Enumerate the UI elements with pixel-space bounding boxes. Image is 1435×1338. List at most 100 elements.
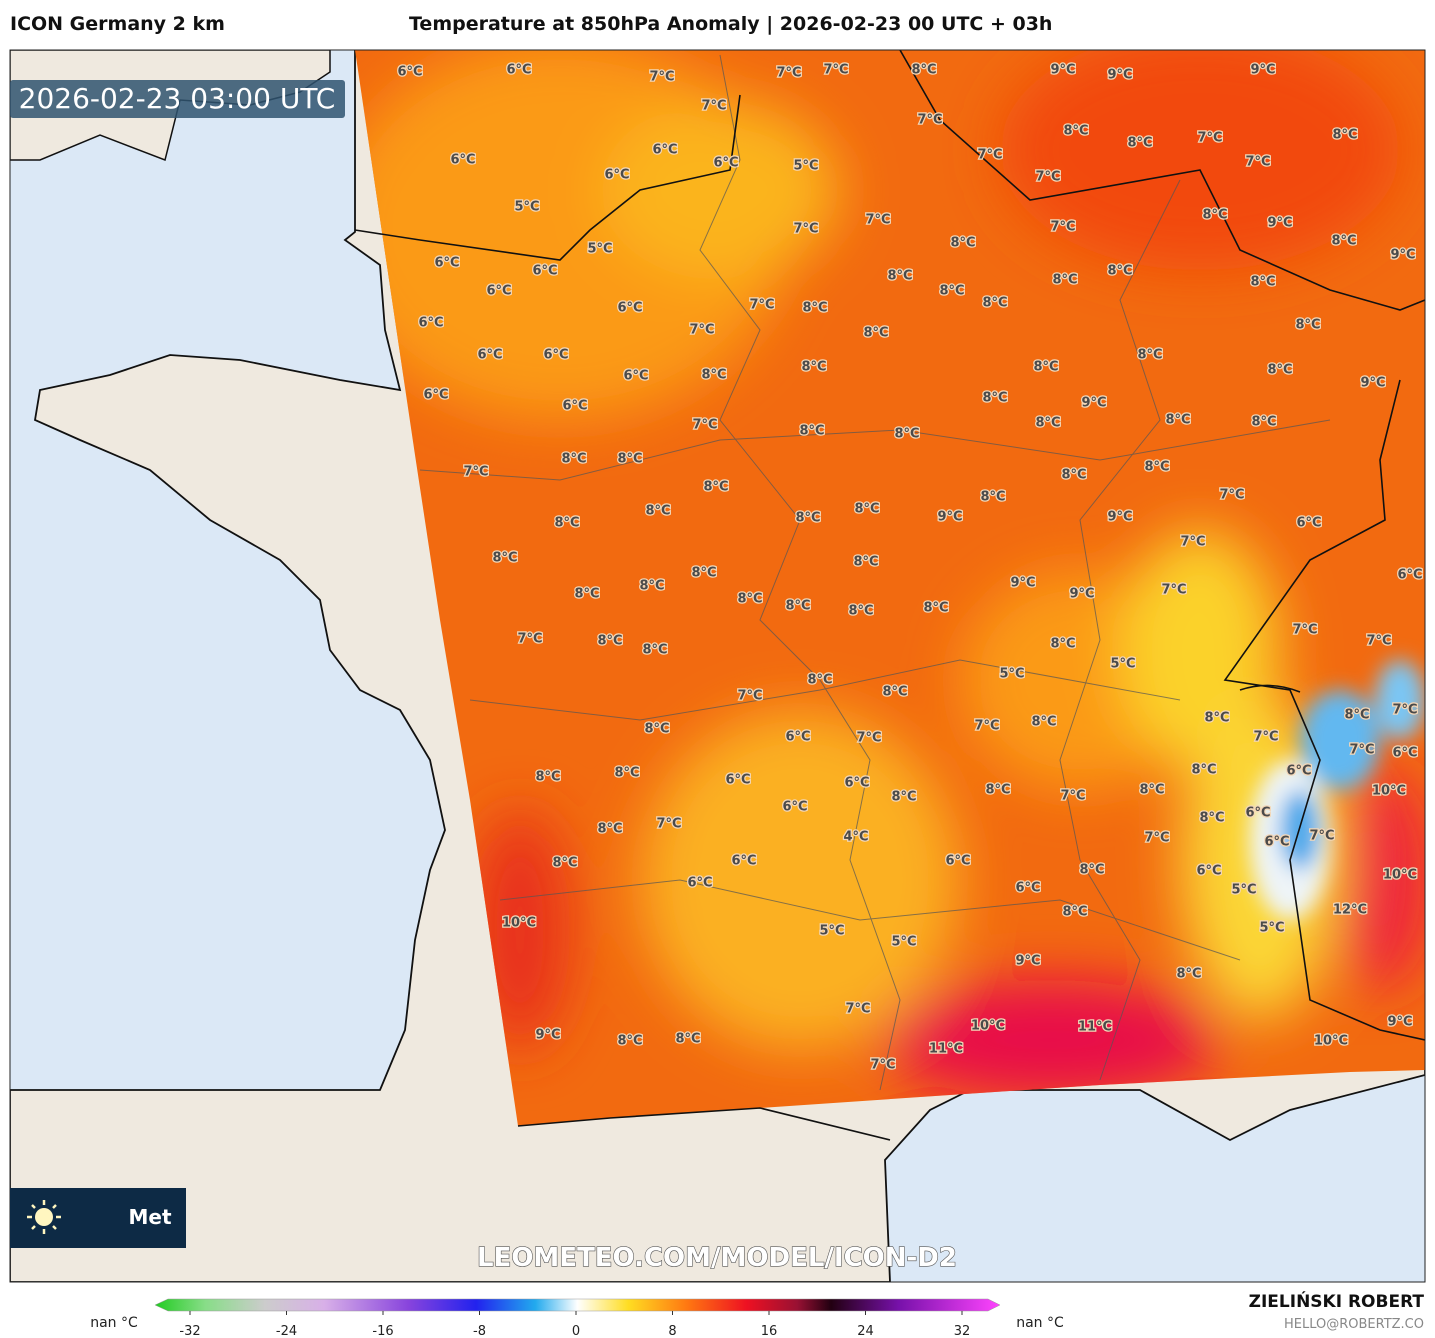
contour-label: 8°C bbox=[887, 269, 912, 284]
contour-label: 7°C bbox=[1197, 131, 1222, 146]
contour-label: 7°C bbox=[1309, 829, 1334, 844]
contour-label: 8°C bbox=[597, 634, 622, 649]
colorbar-tick-label: -32 bbox=[179, 1324, 200, 1338]
contour-label: 5°C bbox=[1259, 921, 1284, 936]
colorbar-tick-label: -16 bbox=[372, 1324, 393, 1338]
contour-label: 8°C bbox=[1191, 763, 1216, 778]
contour-label: 8°C bbox=[802, 301, 827, 316]
contour-label: 8°C bbox=[639, 579, 664, 594]
contour-label: 8°C bbox=[1331, 234, 1356, 249]
contour-label: 7°C bbox=[517, 632, 542, 647]
contour-label: 8°C bbox=[848, 604, 873, 619]
contour-label: 6°C bbox=[731, 854, 756, 869]
contour-label: 8°C bbox=[1199, 811, 1224, 826]
contour-label: 8°C bbox=[645, 504, 670, 519]
contour-label: 6°C bbox=[477, 348, 502, 363]
contour-label: 11°C bbox=[1078, 1020, 1112, 1035]
contour-label: 8°C bbox=[1267, 363, 1292, 378]
contour-label: 9°C bbox=[1081, 396, 1106, 411]
contour-label: 9°C bbox=[1015, 954, 1040, 969]
contour-label: 6°C bbox=[844, 776, 869, 791]
contour-label: 6°C bbox=[1196, 864, 1221, 879]
contour-label: 8°C bbox=[574, 587, 599, 602]
contour-label: 8°C bbox=[853, 555, 878, 570]
contour-label: 6°C bbox=[1286, 764, 1311, 779]
contour-label: 8°C bbox=[1332, 128, 1357, 143]
contour-label: 8°C bbox=[1031, 715, 1056, 730]
contour-label: 8°C bbox=[911, 63, 936, 78]
contour-label: 8°C bbox=[1251, 415, 1276, 430]
contour-label: 6°C bbox=[506, 63, 531, 78]
temperature-field bbox=[355, 50, 1425, 1126]
contour-label: 6°C bbox=[423, 388, 448, 403]
region-borders bbox=[419, 54, 1331, 1091]
contour-label: 7°C bbox=[737, 689, 762, 704]
contour-label: 6°C bbox=[617, 301, 642, 316]
contour-label: 6°C bbox=[623, 369, 648, 384]
contour-label: 7°C bbox=[689, 323, 714, 338]
contour-label: 8°C bbox=[617, 1034, 642, 1049]
email: HELLO@ROBERTZ.CO bbox=[1284, 1317, 1424, 1332]
colorbar-tick-label: -24 bbox=[276, 1324, 297, 1338]
contour-label: 8°C bbox=[939, 284, 964, 299]
contour-label: 8°C bbox=[554, 516, 579, 531]
contour-label: 8°C bbox=[535, 770, 560, 785]
contour-label: 8°C bbox=[1202, 208, 1227, 223]
contour-label: 9°C bbox=[1250, 63, 1275, 78]
contour-labels: 6°C 6°C 7°C 7°C 7°C 8°C 9°C 9°C 9°C 7°C 6°C 6°C 6°C 6… bbox=[396, 61, 1424, 1074]
contour-label: 7°C bbox=[749, 298, 774, 313]
contour-label: 8°C bbox=[807, 673, 832, 688]
contour-label: 8°C bbox=[1165, 413, 1190, 428]
contour-label: 9°C bbox=[937, 510, 962, 525]
contour-label: 8°C bbox=[597, 822, 622, 837]
contour-label: 7°C bbox=[865, 213, 890, 228]
contour-label: 5°C bbox=[1110, 657, 1135, 672]
contour-label: 5°C bbox=[587, 242, 612, 257]
contour-label: 8°C bbox=[737, 592, 762, 607]
contour-label: 7°C bbox=[1161, 583, 1186, 598]
contour-label: 8°C bbox=[863, 326, 888, 341]
contour-label: 6°C bbox=[785, 730, 810, 745]
colorbar-tick-label: 16 bbox=[761, 1324, 778, 1338]
timestamp-box bbox=[10, 80, 345, 118]
contour-label: 10°C bbox=[1383, 868, 1417, 883]
contour-label: 6°C bbox=[397, 65, 422, 80]
map-title: Temperature at 850hPa Anomaly | 2026-02-… bbox=[409, 13, 1053, 35]
colorbar-tick-label: 0 bbox=[572, 1324, 580, 1338]
contour-label: 8°C bbox=[1050, 637, 1075, 652]
contour-label: 7°C bbox=[856, 731, 881, 746]
contour-label: 7°C bbox=[870, 1058, 895, 1073]
contour-label: 6°C bbox=[713, 156, 738, 171]
contour-label: 8°C bbox=[801, 360, 826, 375]
contour-label: 10°C bbox=[1372, 784, 1406, 799]
contour-label: 6°C bbox=[652, 143, 677, 158]
contour-label: 7°C bbox=[692, 418, 717, 433]
contour-label: 4°C bbox=[843, 830, 868, 845]
contour-label: 7°C bbox=[1180, 535, 1205, 550]
contour-label: 8°C bbox=[923, 601, 948, 616]
contour-label: 9°C bbox=[1107, 68, 1132, 83]
contour-label: 8°C bbox=[1035, 416, 1060, 431]
contour-label: 6°C bbox=[562, 399, 587, 414]
contour-label: 8°C bbox=[1062, 905, 1087, 920]
contour-label: 9°C bbox=[1050, 63, 1075, 78]
contour-label: 8°C bbox=[492, 551, 517, 566]
contour-label: 6°C bbox=[782, 800, 807, 815]
contour-label: 7°C bbox=[845, 1002, 870, 1017]
contour-label: 8°C bbox=[1137, 348, 1162, 363]
contour-label: 5°C bbox=[819, 924, 844, 939]
contour-label: 7°C bbox=[1366, 634, 1391, 649]
contour-label: 8°C bbox=[552, 856, 577, 871]
contour-label: 7°C bbox=[649, 70, 674, 85]
contour-label: 8°C bbox=[891, 790, 916, 805]
colorbar bbox=[154, 1298, 1001, 1312]
sun-icon bbox=[27, 1200, 61, 1234]
contour-label: 8°C bbox=[1079, 863, 1104, 878]
author: ZIELIŃSKI ROBERT bbox=[1249, 1290, 1425, 1312]
contour-label: 7°C bbox=[793, 222, 818, 237]
contour-label: 8°C bbox=[1344, 708, 1369, 723]
contour-label: 8°C bbox=[1107, 264, 1132, 279]
contour-label: 6°C bbox=[1245, 806, 1270, 821]
